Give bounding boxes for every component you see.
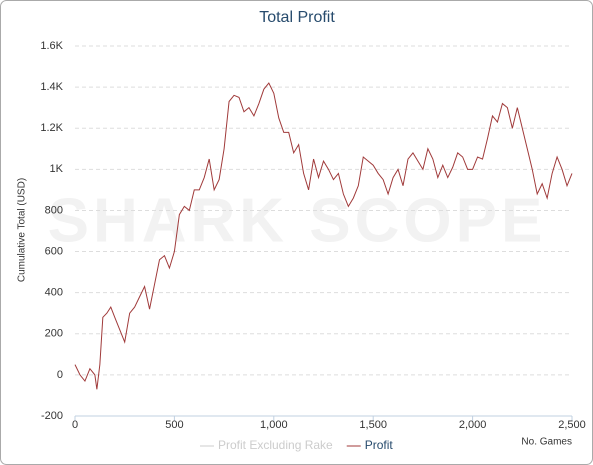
y-tick-label: 1.4K	[40, 81, 63, 93]
x-tick-label: 500	[165, 419, 183, 431]
legend-label: Profit	[365, 438, 394, 452]
line-series	[74, 82, 573, 390]
chart-title: Total Profit	[259, 9, 335, 26]
y-axis-label: Cumulative Total (USD)	[17, 178, 28, 282]
x-tick-label: 2,500	[558, 419, 586, 431]
x-tick-label: 1,000	[260, 419, 288, 431]
watermark: SHARK SCOPE	[48, 186, 547, 255]
y-tick-label: 800	[45, 204, 63, 216]
y-tick-label: 600	[45, 245, 63, 257]
y-tick-label: 400	[45, 287, 63, 299]
y-tick-label: 0	[57, 369, 63, 381]
y-tick-label: -200	[41, 410, 63, 422]
x-axis-label: No. Games	[521, 437, 572, 448]
y-tick-label: 1.6K	[40, 40, 63, 52]
y-tick-label: 1.2K	[40, 122, 63, 134]
y-tick-label: 1K	[50, 163, 64, 175]
x-tick-label: 0	[72, 419, 78, 431]
y-tick-label: 200	[45, 328, 63, 340]
legend-label: Profit Excluding Rake	[218, 438, 333, 452]
x-tick-label: 1,500	[359, 419, 387, 431]
x-tick-label: 2,000	[459, 419, 487, 431]
